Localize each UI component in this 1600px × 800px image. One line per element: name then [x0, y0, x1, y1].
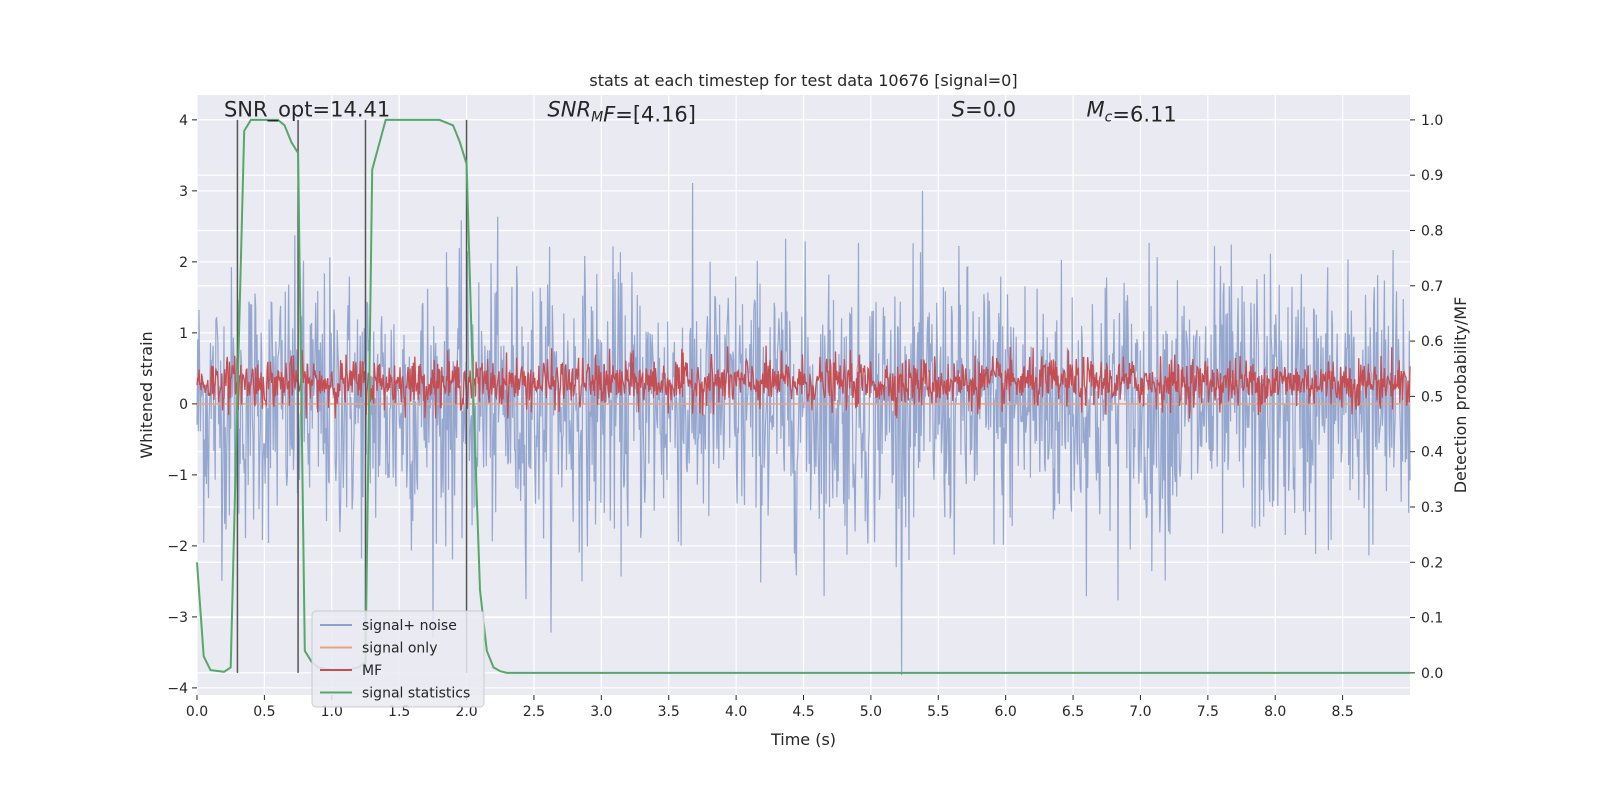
- y-right-tick-label: 0.8: [1421, 223, 1443, 239]
- chart-title: stats at each timestep for test data 106…: [589, 71, 1017, 90]
- y-right-tick-label: 0.9: [1421, 168, 1443, 184]
- legend-box: [311, 610, 485, 708]
- y-left-tick-label: −3: [167, 610, 188, 626]
- y-right-tick-label: 0.1: [1421, 611, 1443, 627]
- series-signal-statistics: [196, 118, 1410, 674]
- x-tick-label: 2.5: [523, 704, 545, 720]
- legend-label: signal+ noise: [362, 618, 457, 634]
- y-right-tick-label: 0.6: [1421, 334, 1443, 350]
- y-left-tick-label: −4: [167, 681, 188, 697]
- series-mf: [196, 345, 1411, 419]
- x-tick-label: 0.0: [186, 704, 208, 720]
- y-left-tick-label: 1: [179, 326, 188, 342]
- series-layer: [196, 118, 1411, 676]
- annotation-text: Mc=6.11: [1087, 97, 1177, 126]
- x-tick-label: 0.5: [253, 704, 275, 720]
- y-left-tick-label: 4: [179, 113, 188, 129]
- x-tick-label: 7.0: [1129, 704, 1151, 720]
- grid: [196, 95, 1410, 695]
- y-left-tick-label: 2: [179, 255, 188, 271]
- y-right-tick-label: 0.2: [1421, 555, 1443, 571]
- y-left-tick-label: −1: [167, 468, 188, 484]
- legend-label: signal only: [362, 641, 437, 657]
- y-axis-right-label: Detection probability/MF: [1451, 297, 1470, 494]
- x-tick-label: 3.0: [590, 704, 612, 720]
- y-right-tick-label: 0.3: [1421, 500, 1443, 516]
- y-right-tick-label: 1.0: [1421, 113, 1443, 129]
- y-left-tick-label: −2: [167, 539, 188, 555]
- legend: signal+ noise signal only MF signal statist…: [311, 610, 485, 708]
- legend-label: MF: [362, 663, 382, 679]
- x-tick-label: 7.5: [1197, 704, 1219, 720]
- x-tick-label: 1.5: [388, 704, 410, 720]
- y-left-tick-label: 3: [179, 184, 188, 200]
- y-left-tick-label: 0: [179, 397, 188, 413]
- y-right-tick-label: 0.5: [1421, 389, 1443, 405]
- y-axis-left-label: Whitened strain: [137, 331, 156, 458]
- annotation-text: SNR_opt=14.41: [224, 97, 390, 122]
- axes-layer: 0.0 0.5 1.0 1.5 2.0 2.5 3.0 3.5 4.0 4.5 5.0 5.5 6.0 6…: [167, 113, 1443, 720]
- y-right-tick-label: 0.4: [1421, 445, 1443, 461]
- x-tick-label: 5.0: [860, 704, 882, 720]
- x-tick-label: 8.0: [1264, 704, 1286, 720]
- legend-label: signal statistics: [362, 686, 470, 702]
- y-right-tick-label: 0.7: [1421, 279, 1443, 295]
- x-tick-label: 6.0: [995, 704, 1017, 720]
- x-axis-label: Time (s): [770, 730, 836, 749]
- x-tick-label: 8.5: [1331, 704, 1353, 720]
- y-right-tick-label: 0.0: [1421, 666, 1443, 682]
- x-tick-label: 6.5: [1062, 704, 1084, 720]
- x-tick-label: 4.5: [792, 704, 814, 720]
- annotation-text: S=0.0: [952, 97, 1016, 121]
- x-tick-label: 2.0: [455, 704, 477, 720]
- x-tick-label: 4.0: [725, 704, 747, 720]
- x-tick-label: 5.5: [927, 704, 949, 720]
- x-tick-label: 3.5: [658, 704, 680, 720]
- annotations: SNR_opt=14.41 SNRMF=[4.16] S=0.0 Mc=6.11: [224, 97, 1177, 126]
- x-tick-label: 1.0: [321, 704, 343, 720]
- annotation-text: SNRMF=[4.16]: [547, 97, 696, 126]
